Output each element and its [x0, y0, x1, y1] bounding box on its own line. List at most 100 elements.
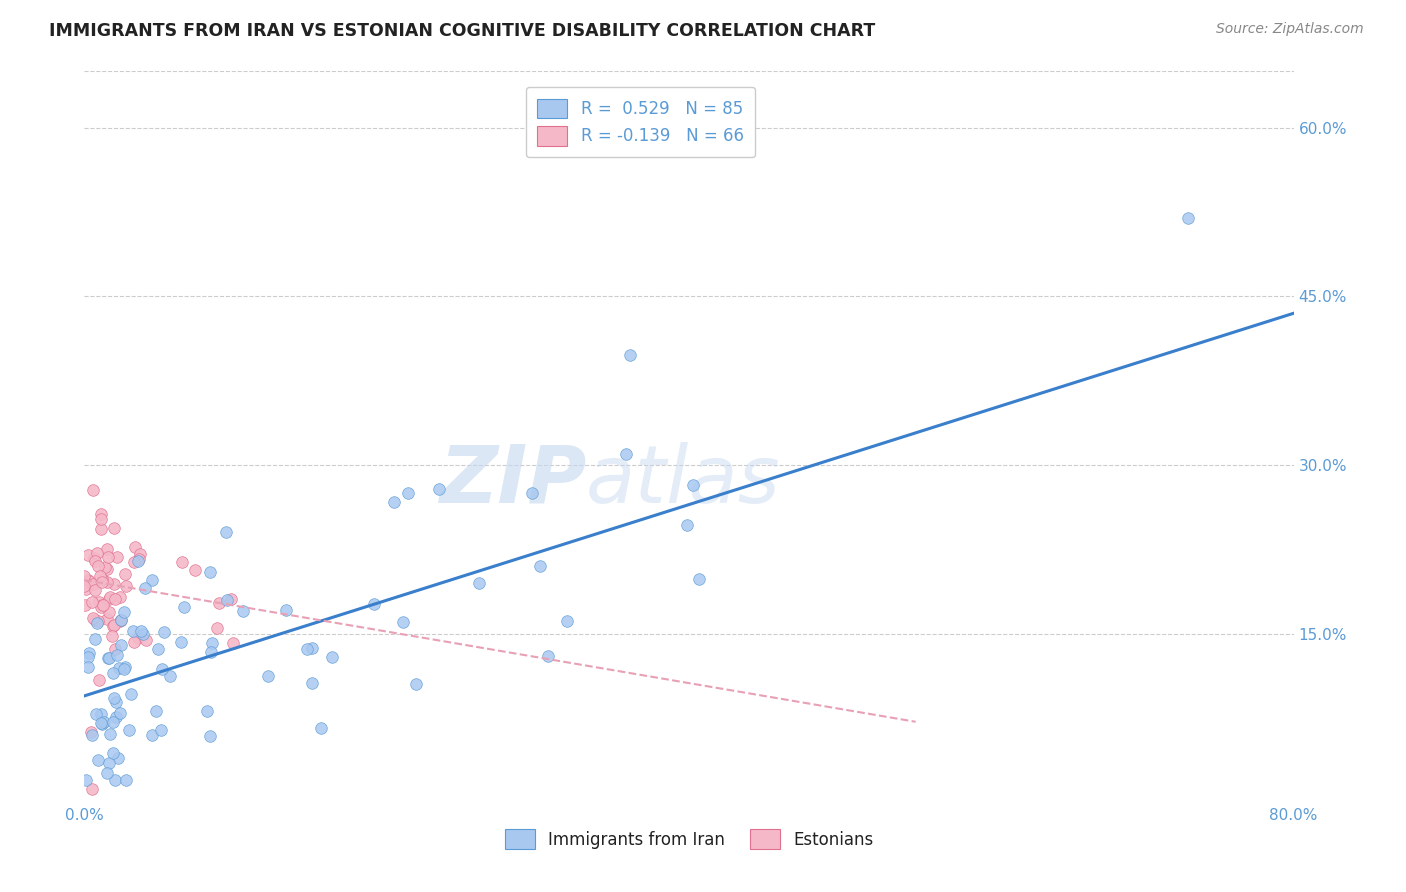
- Point: [87, 753, 110, 767]
- Point: [107, 751, 129, 765]
- Point: [309, 721, 332, 735]
- Point: [112, 662, 135, 676]
- Point: [135, 633, 157, 648]
- Point: [619, 348, 641, 362]
- Point: [110, 613, 132, 627]
- Point: [93, 714, 115, 729]
- Point: [537, 649, 560, 664]
- Point: [124, 540, 146, 554]
- Point: [97, 549, 120, 564]
- Point: [159, 669, 181, 683]
- Point: [96, 612, 118, 626]
- Point: [118, 723, 141, 737]
- Point: [83, 613, 105, 627]
- Point: [222, 636, 245, 650]
- Point: [91, 717, 114, 731]
- Point: [200, 636, 222, 650]
- Point: [134, 581, 156, 595]
- Point: [150, 662, 173, 676]
- Point: [129, 624, 152, 639]
- Point: [110, 638, 132, 652]
- Point: [97, 651, 120, 665]
- Point: [215, 525, 238, 540]
- Point: [91, 598, 114, 612]
- Point: [529, 559, 551, 574]
- Point: [80, 782, 103, 797]
- Point: [128, 552, 150, 566]
- Point: [150, 723, 173, 737]
- Point: [73, 569, 96, 583]
- Point: [1177, 211, 1199, 225]
- Point: [391, 615, 413, 630]
- Point: [73, 598, 96, 612]
- Point: [82, 595, 104, 609]
- Point: [105, 695, 128, 709]
- Point: [89, 569, 111, 583]
- Text: Source: ZipAtlas.com: Source: ZipAtlas.com: [1216, 22, 1364, 37]
- Point: [96, 562, 118, 576]
- Point: [108, 591, 131, 605]
- Point: [101, 746, 124, 760]
- Point: [382, 495, 405, 509]
- Point: [105, 710, 128, 724]
- Point: [90, 575, 112, 590]
- Point: [82, 577, 104, 591]
- Point: [103, 618, 125, 632]
- Point: [108, 614, 131, 628]
- Point: [682, 478, 704, 492]
- Point: [75, 773, 97, 788]
- Point: [141, 573, 163, 587]
- Point: [94, 559, 117, 574]
- Point: [84, 582, 107, 597]
- Point: [122, 624, 145, 639]
- Point: [321, 649, 343, 664]
- Point: [79, 574, 101, 589]
- Point: [103, 521, 125, 535]
- Point: [86, 546, 108, 560]
- Point: [103, 576, 125, 591]
- Point: [82, 483, 104, 497]
- Point: [200, 645, 222, 659]
- Point: [77, 659, 100, 673]
- Point: [76, 573, 98, 587]
- Point: [132, 627, 155, 641]
- Point: [122, 634, 145, 648]
- Point: [104, 773, 127, 788]
- Point: [86, 615, 108, 630]
- Point: [103, 619, 125, 633]
- Point: [405, 677, 427, 691]
- Point: [80, 728, 103, 742]
- Point: [83, 554, 105, 568]
- Point: [200, 729, 222, 743]
- Point: [87, 614, 110, 628]
- Point: [97, 651, 120, 665]
- Point: [101, 629, 124, 643]
- Point: [104, 591, 127, 606]
- Point: [90, 522, 112, 536]
- Point: [427, 482, 450, 496]
- Point: [688, 572, 710, 586]
- Point: [98, 756, 121, 771]
- Point: [114, 660, 136, 674]
- Point: [295, 641, 318, 656]
- Point: [169, 635, 191, 649]
- Point: [141, 728, 163, 742]
- Point: [122, 555, 145, 569]
- Point: [96, 766, 118, 780]
- Point: [614, 447, 637, 461]
- Point: [98, 590, 121, 604]
- Point: [555, 615, 578, 629]
- Point: [75, 582, 97, 596]
- Point: [91, 572, 114, 586]
- Point: [96, 542, 118, 557]
- Point: [146, 642, 169, 657]
- Point: [257, 668, 280, 682]
- Point: [153, 624, 176, 639]
- Point: [127, 554, 149, 568]
- Point: [77, 650, 100, 665]
- Point: [217, 593, 239, 607]
- Point: [110, 613, 132, 627]
- Point: [675, 518, 697, 533]
- Point: [232, 604, 254, 618]
- Point: [276, 603, 298, 617]
